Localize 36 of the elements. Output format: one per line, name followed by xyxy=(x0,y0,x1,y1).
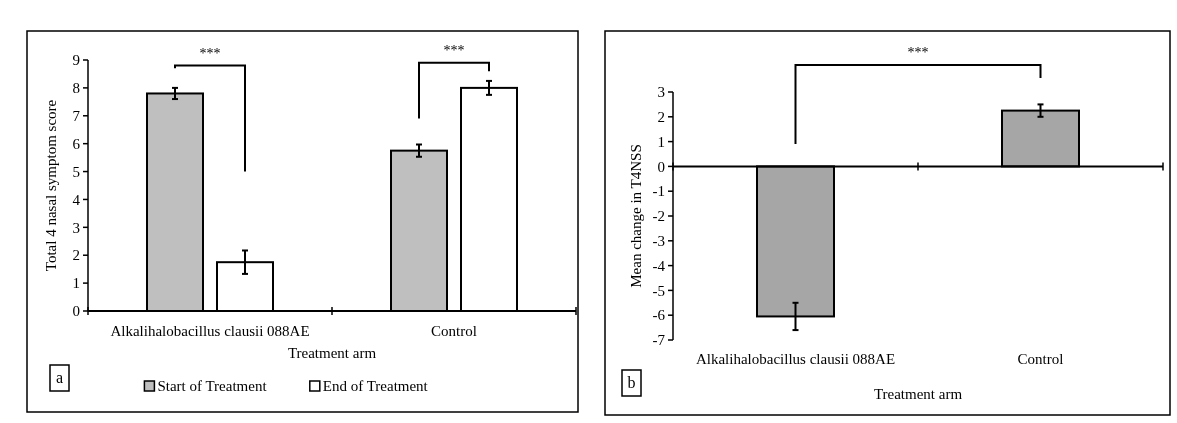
x-axis-title: Treatment arm xyxy=(873,386,963,402)
text: b xyxy=(627,374,636,391)
text: *** xyxy=(907,44,929,60)
y-tick-label: -6 xyxy=(652,307,666,324)
y-tick-label: -1 xyxy=(652,183,665,200)
y-tick-label: 3 xyxy=(657,84,665,101)
legend-label: End of Treatment xyxy=(322,378,429,394)
y-axis-title: Mean change in T4NSS xyxy=(628,144,644,288)
y-tick-label: 8 xyxy=(72,80,80,97)
x-tick-label: Control xyxy=(1017,351,1064,367)
y-tick-label: 0 xyxy=(72,303,80,320)
y-tick-label: 4 xyxy=(72,191,81,208)
y-tick-label: 6 xyxy=(72,135,81,152)
y-tick-label: -3 xyxy=(652,233,665,250)
x-tick-label: Alkalihalobacillus clausii 088AE xyxy=(110,323,310,339)
y-tick-label: 0 xyxy=(657,158,665,175)
x-tick-label: Control xyxy=(431,323,477,339)
y-tick-label: -5 xyxy=(652,282,665,299)
y-tick-label: 2 xyxy=(657,109,665,126)
y-tick-label: -7 xyxy=(652,332,666,349)
x-axis-title: Treatment arm xyxy=(287,345,377,361)
annotation: *** xyxy=(199,45,221,61)
x-tick-label: Alkalihalobacillus clausii 088AE xyxy=(695,351,896,367)
y-tick-label: 3 xyxy=(72,219,80,236)
legend-label: Start of Treatment xyxy=(157,378,268,394)
y-tick-label: 1 xyxy=(657,133,665,150)
y-tick-label: -2 xyxy=(652,208,665,225)
y-tick-label: 9 xyxy=(72,52,80,69)
text: a xyxy=(55,369,64,386)
y-axis-title: Total 4 nasal symptom score xyxy=(43,99,59,272)
text: *** xyxy=(443,42,465,58)
y-tick-label: 1 xyxy=(72,275,80,292)
y-tick-label: -4 xyxy=(652,257,666,274)
y-tick-label: 5 xyxy=(72,163,80,180)
y-tick-label: 7 xyxy=(72,108,81,125)
y-tick-label: 2 xyxy=(72,247,80,264)
